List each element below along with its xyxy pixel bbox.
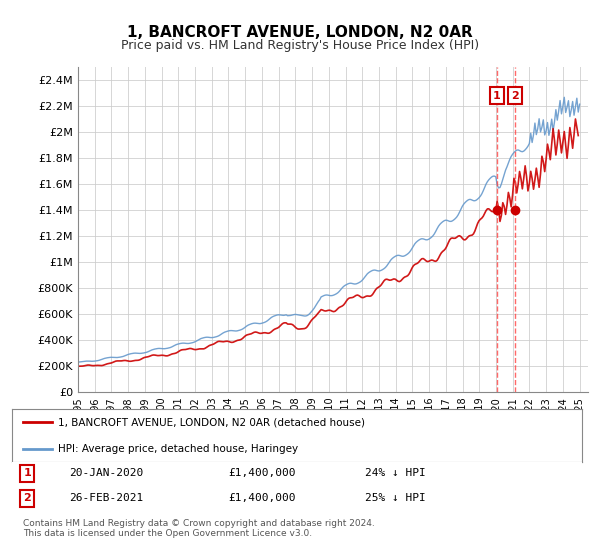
- Text: 2: 2: [511, 91, 519, 101]
- Text: 20-JAN-2020: 20-JAN-2020: [69, 468, 143, 478]
- Text: 25% ↓ HPI: 25% ↓ HPI: [365, 493, 426, 503]
- Text: 1, BANCROFT AVENUE, LONDON, N2 0AR (detached house): 1, BANCROFT AVENUE, LONDON, N2 0AR (deta…: [58, 417, 365, 427]
- Text: Contains HM Land Registry data © Crown copyright and database right 2024.
This d: Contains HM Land Registry data © Crown c…: [23, 519, 375, 538]
- Text: 1: 1: [23, 468, 31, 478]
- Text: Price paid vs. HM Land Registry's House Price Index (HPI): Price paid vs. HM Land Registry's House …: [121, 39, 479, 52]
- Text: 26-FEB-2021: 26-FEB-2021: [69, 493, 143, 503]
- Text: 2: 2: [23, 493, 31, 503]
- Text: £1,400,000: £1,400,000: [229, 468, 296, 478]
- Text: £1,400,000: £1,400,000: [229, 493, 296, 503]
- Text: 1: 1: [493, 91, 501, 101]
- Text: 24% ↓ HPI: 24% ↓ HPI: [365, 468, 426, 478]
- Text: HPI: Average price, detached house, Haringey: HPI: Average price, detached house, Hari…: [58, 444, 298, 454]
- Text: 1, BANCROFT AVENUE, LONDON, N2 0AR: 1, BANCROFT AVENUE, LONDON, N2 0AR: [127, 25, 473, 40]
